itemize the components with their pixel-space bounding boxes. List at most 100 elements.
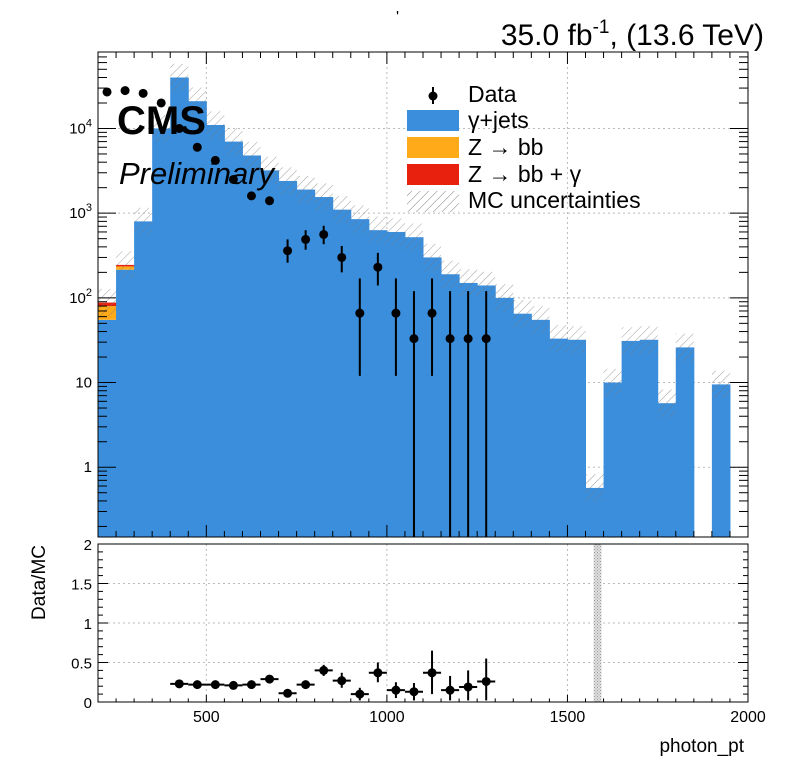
- data-point: [481, 334, 491, 344]
- ratio-point: [409, 687, 419, 697]
- data-point: [319, 229, 329, 239]
- x-tick-label: 1500: [550, 709, 586, 726]
- uncertainty-box: [260, 156, 279, 185]
- uncertainty-box: [314, 183, 333, 211]
- ratio-point: [301, 680, 311, 690]
- histogram-bar: [603, 382, 623, 537]
- uncertainty-box: [296, 175, 315, 204]
- y-tick-label: 10: [75, 375, 92, 392]
- uncertainty-box: [711, 370, 730, 399]
- xaxis-label: photon_pt: [659, 736, 744, 757]
- data-point: [301, 234, 311, 244]
- stray-mark: ': [396, 9, 399, 26]
- data-point: [373, 262, 383, 272]
- histogram-bar: [116, 269, 135, 537]
- histogram-bar: [314, 197, 334, 537]
- data-point: [409, 334, 419, 344]
- data-point: [391, 308, 401, 318]
- histogram-bar: [332, 209, 352, 537]
- uncertainty-box: [657, 389, 676, 417]
- uncertainty-box: [567, 326, 586, 354]
- ratio-point: [427, 668, 437, 678]
- uncertainty-box: [531, 306, 550, 334]
- uncertainty-box: [188, 87, 207, 115]
- uncertainty-box: [675, 333, 694, 362]
- luminosity-label: 35.0 fb-1, (13.6 TeV): [501, 17, 764, 52]
- cms-label: CMS: [117, 99, 206, 143]
- ratio-point: [337, 676, 347, 686]
- legend-entry-zbbg: Z → bb + γ: [407, 161, 582, 187]
- data-point: [246, 191, 256, 201]
- top-axis-ticks: 1 10 102 103 104: [69, 51, 749, 537]
- uncertainty-box: [152, 114, 171, 143]
- data-point: [283, 246, 293, 256]
- ratio-points: [170, 650, 496, 701]
- y-tick-label: 102: [69, 287, 92, 307]
- uncertainty-box: [368, 216, 387, 244]
- data-point: [337, 252, 347, 262]
- uncertainty-box: [441, 260, 460, 288]
- ratio-point: [355, 689, 365, 699]
- histogram-bar: [170, 77, 189, 537]
- uncertainty-box: [170, 63, 189, 92]
- ratio-point: [319, 665, 329, 675]
- uncertainty-box: [116, 251, 135, 279]
- uncertainty-box: [585, 474, 604, 502]
- uncertainty-box: [404, 223, 423, 251]
- data-point: [265, 196, 275, 206]
- uncertainty-box: [495, 284, 514, 312]
- histogram-bar: [657, 403, 677, 537]
- histogram-bar: [423, 257, 442, 537]
- energy-text: , (13.6 TeV): [609, 19, 764, 52]
- ratio-point: [391, 685, 401, 695]
- uncertainty-box: [477, 271, 496, 300]
- ratio-point: [373, 668, 383, 678]
- data-point: [210, 155, 220, 165]
- uncertainty-box: [350, 205, 369, 233]
- x-tick-label: 1000: [369, 709, 405, 726]
- uncertainty-box: [459, 269, 478, 297]
- histogram-bar: [188, 101, 207, 537]
- ratio-grid: [98, 544, 748, 702]
- histogram-bar: [513, 313, 532, 537]
- histogram-bar: [278, 180, 298, 537]
- histogram-bar: [549, 338, 568, 537]
- ratio-uncertainty-band: [593, 544, 602, 702]
- ratio-band: [593, 544, 602, 702]
- histogram-bar: [621, 340, 641, 537]
- y-tick-label: 2: [84, 537, 92, 554]
- data-point: [192, 142, 202, 152]
- legend-label-mc-unc: MC uncertainties: [468, 187, 641, 213]
- mc-uncertainty-band: [98, 63, 730, 502]
- y-tick-label: 103: [69, 202, 92, 222]
- data-point: [445, 334, 455, 344]
- uncertainty-box: [549, 324, 568, 353]
- histogram-bar: [152, 128, 171, 537]
- lumi-text: 35.0 fb: [501, 19, 593, 52]
- ratio-point: [463, 682, 473, 692]
- uncertainty-box: [278, 167, 297, 195]
- uncertainty-box: [134, 207, 153, 236]
- histogram-bar: [386, 231, 406, 537]
- ratio-point: [192, 680, 202, 690]
- histogram-bar: [296, 189, 316, 537]
- legend-label-data: Data: [468, 81, 517, 107]
- data-point: [102, 87, 112, 97]
- uncertainty-box: [386, 218, 405, 246]
- histogram-bar: [206, 124, 225, 537]
- histogram-bar: [567, 339, 586, 537]
- ratio-point: [210, 680, 220, 690]
- data-point: [120, 86, 130, 96]
- preliminary-label: Preliminary: [119, 156, 277, 191]
- histogram-bar: [711, 384, 731, 537]
- ratio-axis-ticks: 500 1000 1500 2000 0 0.5 1 1.5 2: [71, 537, 766, 726]
- legend-label-gjets: γ+jets: [468, 107, 529, 133]
- legend-label-zbbg: Z → bb + γ: [468, 161, 582, 187]
- histogram-bar: [531, 319, 550, 537]
- uncertainty-box: [206, 111, 225, 139]
- legend-entry-data: Data: [428, 81, 517, 107]
- ratio-ylabel: Data/MC: [29, 545, 50, 620]
- data-point: [174, 123, 184, 133]
- data-point: [463, 334, 473, 344]
